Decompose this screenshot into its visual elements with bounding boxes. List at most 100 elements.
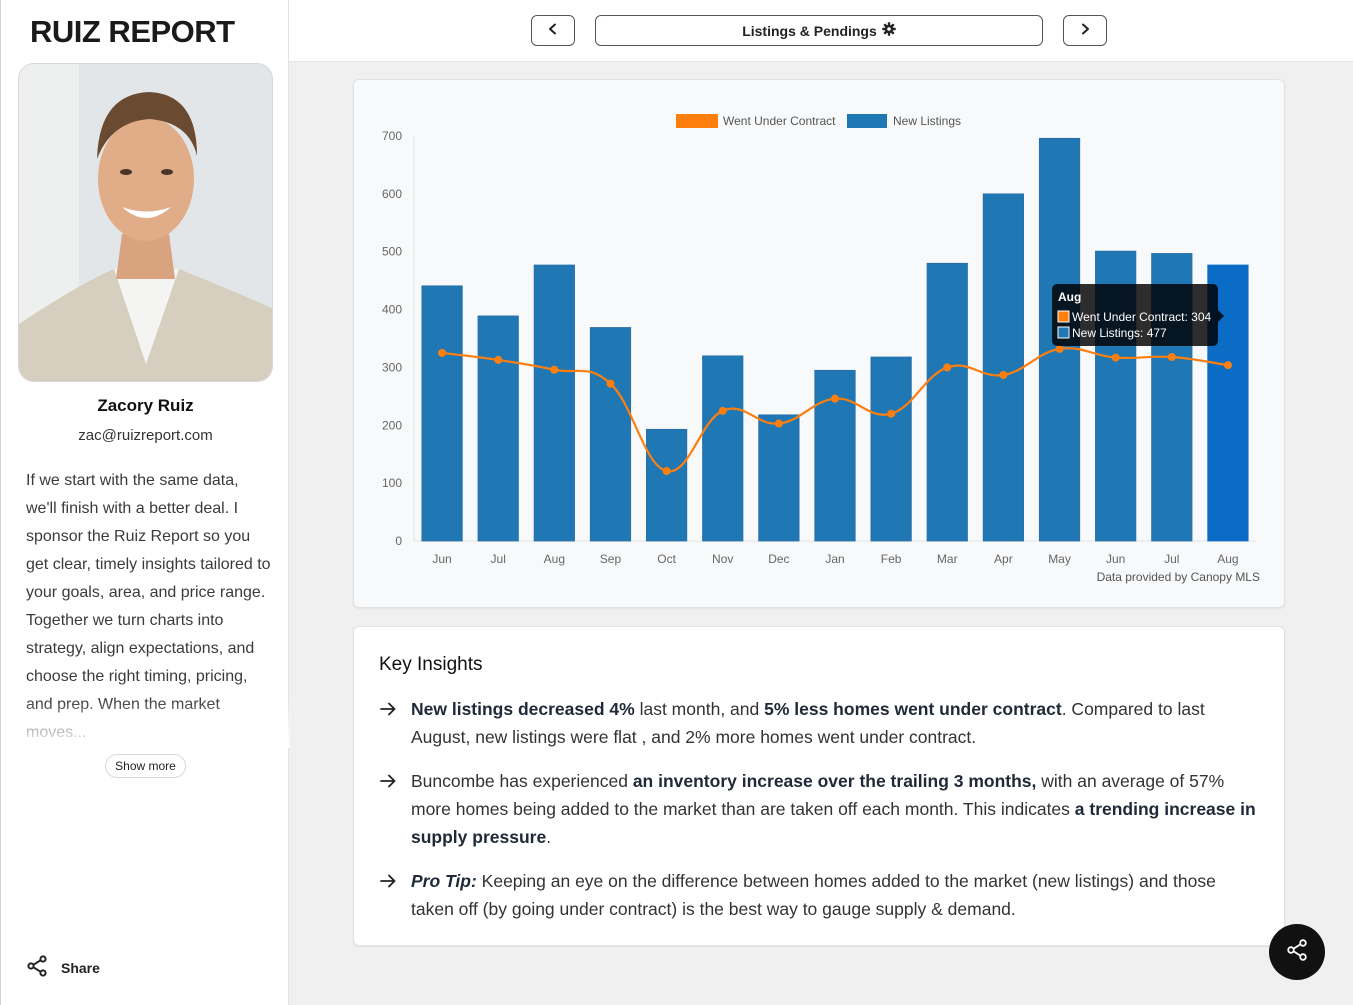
legend-swatch-went-under-contract [676,114,718,128]
y-tick-label: 400 [382,303,402,317]
legend-label-went-under-contract: Went Under Contract [723,114,836,128]
sidebar: RUIZ REPORT Zacory Ruiz zac@ruizreport.c… [0,0,290,1005]
tooltip-title: Aug [1058,290,1081,304]
bar-new-listings [982,193,1025,542]
point-went-under-contract [1167,353,1176,362]
x-tick-label: Sep [600,552,622,566]
point-went-under-contract [831,394,839,403]
insight-item: New listings decreased 4% last month, an… [379,695,1259,751]
insight-text: Pro Tip: Keeping an eye on the differenc… [411,867,1259,923]
bio-fade [1,700,290,748]
key-insights-heading: Key Insights [379,654,483,675]
insight-emphasis: an inventory increase over the trailing … [632,771,1037,791]
arrow-right-icon [379,767,411,851]
y-tick-label: 500 [382,245,402,259]
line-went-under-contract [441,347,1229,473]
insight-emphasis: New listings decreased 4% [411,699,635,719]
share-label: Share [61,960,100,976]
bar-new-listings [477,315,519,542]
show-more-button[interactable]: Show more [105,754,186,778]
point-went-under-contract [1055,344,1064,353]
tooltip-swatch-went-under-contract [1057,310,1070,323]
insight-fragment: . Compared to last August, new listings … [411,699,1205,747]
point-went-under-contract [943,363,952,372]
gear-icon [877,22,896,39]
next-chart-button[interactable] [1063,15,1107,46]
y-tick-label: 0 [395,534,402,548]
bar-new-listings [421,285,463,542]
x-tick-label: Apr [994,552,1013,566]
chart-selector-button[interactable]: Listings & Pendings [595,15,1043,46]
top-bar: Listings & Pendings [289,0,1353,62]
x-tick-label: Feb [881,552,902,566]
tooltip-swatch-new-listings [1057,326,1070,339]
key-insights-card: Key Insights New listings decreased 4% l… [353,626,1285,946]
x-tick-label: Jul [491,552,506,566]
insight-fragment: Keeping an eye on the difference between… [411,871,1216,919]
insight-fragment: with an average of 57% more homes being … [411,771,1225,819]
legend-label-new-listings: New Listings [893,114,961,128]
agent-name: Zacory Ruiz [97,396,194,415]
x-tick-label: Nov [712,552,733,566]
point-went-under-contract [887,409,896,418]
chart-title: Listings & Pendings [742,22,877,39]
x-tick-label: Aug [544,552,565,566]
bar-new-listings [702,355,744,542]
insight-fragment: last month, and [634,699,765,719]
y-tick-label: 300 [382,360,402,374]
point-went-under-contract [550,365,559,374]
insight-fragment: . [546,827,552,847]
insight-item: Buncombe has experienced an inventory in… [379,767,1259,851]
x-tick-label: Aug [1217,552,1238,566]
point-went-under-contract [1111,353,1120,362]
chevron-left-icon [547,22,559,40]
share-icon [1285,938,1309,967]
chevron-right-icon [1079,22,1091,40]
point-went-under-contract [999,370,1008,379]
share-icon [26,954,48,982]
x-tick-label: May [1048,552,1071,566]
y-tick-label: 200 [382,418,402,432]
point-went-under-contract [718,406,727,415]
y-tick-label: 100 [382,476,402,490]
prev-chart-button[interactable] [531,15,575,46]
arrow-right-icon [379,695,411,751]
agent-bio: If we start with the same data, we'll fi… [26,472,271,741]
source-note: Data provided by Canopy MLS [1097,570,1260,584]
point-went-under-contract [662,466,671,475]
share-button[interactable]: Share [26,954,100,982]
chart-card: 0 100 200 300 400 500 600 700 Jun Jul Aug Sep Oct Nov… [353,79,1285,608]
y-tick-label: 700 [382,129,402,143]
tooltip-line-new-listings: New Listings: 477 [1072,326,1167,340]
insight-text: New listings decreased 4% last month, an… [411,695,1259,751]
agent-photo [18,63,273,382]
listings-pendings-chart[interactable]: 0 100 200 300 400 500 600 700 Jun Jul Aug Sep Oct Nov… [354,80,1286,609]
x-tick-label: Jan [825,552,844,566]
bar-new-listings [870,356,912,542]
bar-new-listings [533,264,575,542]
insight-emphasis: a trending increase in supply pressure [411,799,1256,847]
insight-fragment: Buncombe has experienced [411,771,633,791]
bar-new-listings [589,327,632,542]
x-tick-label: Dec [768,552,789,566]
y-tick-label: 600 [382,187,402,201]
point-went-under-contract [1223,361,1232,370]
insight-emphasis: 5% less homes went under contract [764,699,1062,719]
x-tick-label: Oct [657,552,676,566]
point-went-under-contract [774,419,783,428]
insight-emphasis: Pro Tip: [411,871,477,891]
bar-new-listings [645,428,688,542]
tooltip-box [1052,284,1218,346]
bar-new-listings [758,414,800,542]
point-went-under-contract [606,379,615,388]
x-tick-label: Jul [1164,552,1179,566]
floating-share-button[interactable] [1269,924,1325,980]
tooltip-caret [1218,310,1224,322]
arrow-right-icon [379,867,411,923]
legend-swatch-new-listings [847,114,887,128]
logo[interactable]: RUIZ REPORT [30,14,235,49]
x-tick-label: Mar [937,552,958,566]
insight-text: Buncombe has experienced an inventory in… [411,767,1259,851]
agent-email: zac@ruizreport.com [78,427,213,444]
insight-item: Pro Tip: Keeping an eye on the differenc… [379,867,1259,923]
